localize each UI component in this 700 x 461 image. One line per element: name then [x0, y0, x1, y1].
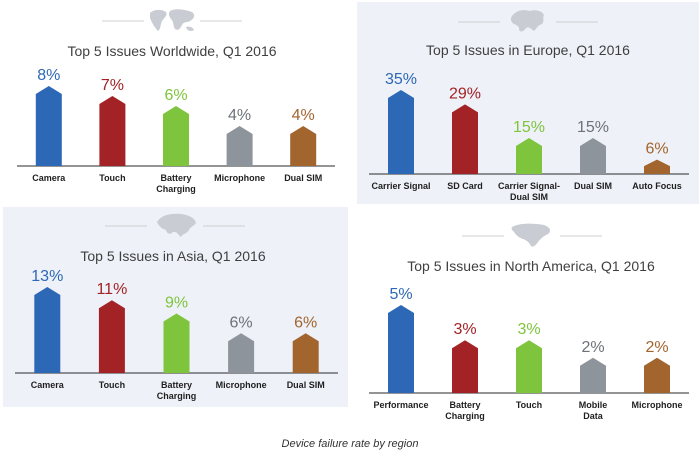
- category-label: Camera: [31, 380, 65, 390]
- category-label: Performance: [373, 400, 428, 410]
- bar: [388, 305, 414, 393]
- bar: [452, 340, 478, 393]
- category-label: Camera: [32, 173, 66, 183]
- figure-caption: Device failure rate by region: [281, 438, 419, 450]
- data-label: 2%: [581, 339, 604, 356]
- category-label: Dual SIM: [287, 380, 325, 390]
- data-label: 9%: [165, 294, 188, 311]
- data-label: 6%: [294, 314, 317, 331]
- data-label: 29%: [449, 85, 481, 102]
- category-label: Microphone: [632, 400, 683, 410]
- bar: [98, 300, 125, 373]
- category-label: Battery: [449, 400, 480, 410]
- data-label: 11%: [96, 281, 127, 298]
- category-label: Auto Focus: [632, 181, 682, 191]
- data-label: 5%: [389, 286, 412, 303]
- data-label: 3%: [517, 321, 540, 338]
- category-label: Microphone: [216, 380, 267, 390]
- data-label: 4%: [292, 107, 315, 124]
- chart-panel-north-america: Top 5 Issues in North America, Q1 2016 5%…: [359, 212, 699, 421]
- chart-title: Top 5 Issues Worldwide, Q1 2016: [67, 43, 276, 59]
- bar: [226, 126, 253, 166]
- data-label: 15%: [513, 119, 545, 136]
- bar: [99, 96, 126, 166]
- category-label: Carrier Signal: [371, 181, 430, 191]
- data-label: 6%: [645, 141, 668, 158]
- bar: [580, 357, 606, 393]
- data-label: 35%: [385, 71, 417, 88]
- chart-title: Top 5 Issues in Europe, Q1 2016: [426, 42, 630, 58]
- chart-worldwide: Top 5 Issues Worldwide, Q1 2016 8% Camera 7…: [17, 9, 335, 194]
- chart-panel-europe: Top 5 Issues in Europe, Q1 2016 35% Carrie…: [357, 2, 699, 204]
- north-america-map-icon: [511, 223, 551, 247]
- data-label: 6%: [164, 87, 187, 104]
- category-label: Mobile: [579, 400, 608, 410]
- category-label: Touch: [516, 400, 542, 410]
- data-label: 15%: [577, 119, 609, 136]
- category-label: Data: [583, 411, 604, 421]
- category-label: Battery: [161, 380, 192, 390]
- category-label: Charging: [156, 184, 196, 194]
- data-label: 2%: [645, 339, 668, 356]
- bar: [644, 357, 670, 393]
- bar: [163, 313, 190, 373]
- bar: [35, 86, 62, 166]
- category-label: Touch: [99, 380, 125, 390]
- category-label: Dual SIM: [574, 181, 612, 191]
- chart-title: Top 5 Issues in Asia, Q1 2016: [80, 248, 265, 264]
- asia-map-icon: [157, 213, 196, 237]
- category-label: Touch: [99, 173, 125, 183]
- europe-map-icon: [510, 10, 544, 32]
- bar: [388, 90, 414, 174]
- bar: [580, 138, 606, 174]
- chart-title: Top 5 Issues in North America, Q1 2016: [407, 258, 655, 274]
- category-label: Microphone: [214, 173, 265, 183]
- category-label: Dual SIM: [284, 173, 322, 183]
- data-label: 7%: [101, 77, 124, 94]
- bar: [34, 287, 61, 373]
- category-label: Charging: [157, 391, 197, 401]
- category-label: Dual SIM: [510, 192, 548, 202]
- chart-north-america: Top 5 Issues in North America, Q1 2016 5%…: [369, 223, 689, 421]
- data-label: 8%: [37, 67, 60, 84]
- category-label: Carrier Signal-: [498, 181, 560, 191]
- chart-europe: Top 5 Issues in Europe, Q1 2016 35% Carrie…: [369, 10, 689, 202]
- data-label: 3%: [453, 321, 476, 338]
- chart-panel-asia: Top 5 Issues in Asia, Q1 2016 13% Camera 11…: [3, 207, 348, 407]
- category-label: SD Card: [447, 181, 483, 191]
- data-label: 13%: [31, 268, 63, 285]
- data-label: 6%: [230, 314, 253, 331]
- category-label: Battery: [160, 173, 191, 183]
- bar: [452, 104, 478, 174]
- bar: [516, 340, 542, 393]
- bar: [292, 333, 319, 373]
- bar: [290, 126, 317, 166]
- bar: [516, 138, 542, 174]
- chart-panel-worldwide: Top 5 Issues Worldwide, Q1 2016 8% Camera 7…: [5, 4, 343, 194]
- bar: [228, 333, 255, 373]
- bar: [644, 159, 670, 174]
- category-label: Charging: [445, 411, 485, 421]
- chart-asia: Top 5 Issues in Asia, Q1 2016 13% Camera 11…: [15, 213, 338, 401]
- bar: [163, 106, 189, 166]
- data-label: 4%: [228, 107, 251, 124]
- world-map-icon: [150, 9, 195, 31]
